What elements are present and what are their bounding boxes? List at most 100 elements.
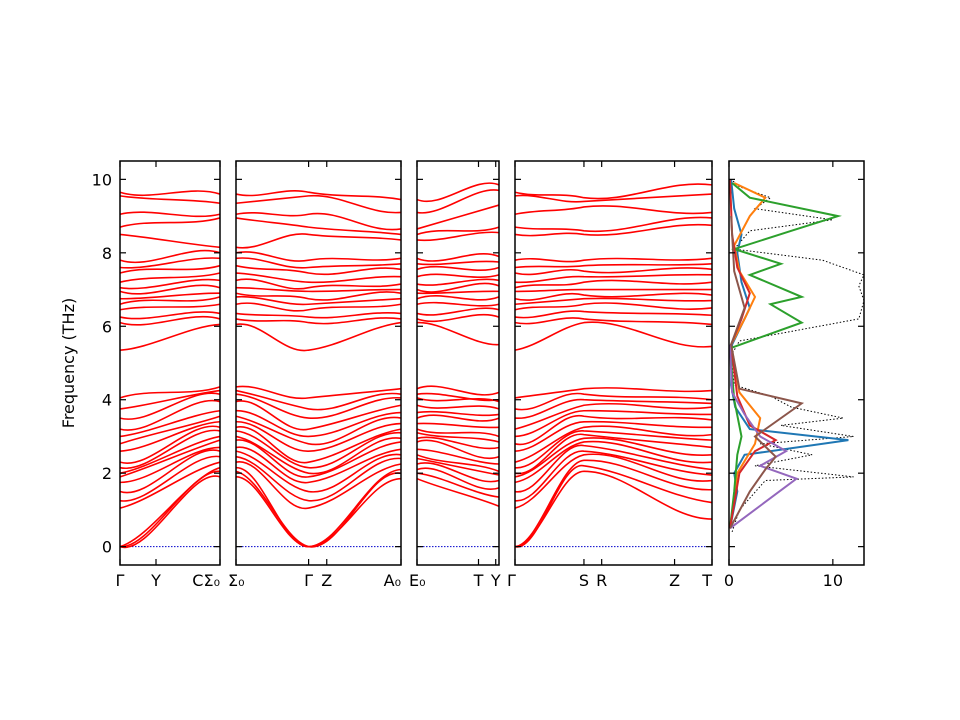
band-line bbox=[416, 454, 500, 473]
band-line bbox=[514, 398, 713, 419]
band-line bbox=[514, 437, 713, 478]
band-line bbox=[514, 267, 713, 276]
band-line bbox=[514, 387, 713, 399]
x-tick-label: T bbox=[473, 571, 484, 590]
band-line bbox=[119, 323, 221, 351]
band-line bbox=[119, 461, 221, 509]
dos-panel bbox=[728, 160, 865, 566]
band-line bbox=[514, 205, 713, 216]
band-line bbox=[119, 284, 221, 295]
band-line bbox=[119, 455, 221, 502]
band-line bbox=[235, 393, 402, 419]
y-tick-label: 6 bbox=[102, 317, 112, 336]
band-line bbox=[416, 321, 500, 346]
band-line bbox=[235, 251, 402, 262]
x-tick-label: Z bbox=[669, 571, 680, 590]
band-line bbox=[514, 440, 713, 484]
band-line bbox=[514, 223, 713, 237]
band-line bbox=[235, 302, 402, 312]
band-line bbox=[235, 439, 402, 478]
band-line bbox=[416, 462, 500, 483]
band-line bbox=[119, 399, 221, 431]
band-line bbox=[119, 264, 221, 274]
band-line bbox=[119, 233, 221, 249]
band-line bbox=[416, 260, 500, 266]
band-line bbox=[235, 272, 402, 284]
band-line bbox=[119, 439, 221, 478]
x-tick-label: Y bbox=[150, 571, 161, 590]
band-line bbox=[119, 429, 221, 469]
band-line bbox=[514, 257, 713, 263]
dos-series-7 bbox=[729, 216, 805, 529]
dos-x-tick-label: 10 bbox=[823, 571, 843, 590]
band-line bbox=[119, 296, 221, 305]
band-line bbox=[416, 278, 500, 286]
x-tick-label: T bbox=[701, 571, 712, 590]
band-line bbox=[514, 279, 713, 289]
band-line bbox=[514, 453, 713, 509]
x-tick-label: Γ bbox=[507, 571, 516, 590]
band-line bbox=[235, 321, 402, 352]
dos-series-3 bbox=[729, 182, 767, 529]
band-line bbox=[119, 272, 221, 283]
panel-frame bbox=[119, 160, 221, 566]
band-line bbox=[235, 430, 402, 469]
band-line bbox=[416, 457, 500, 476]
dos-series-5 bbox=[729, 179, 778, 529]
band-line bbox=[514, 297, 713, 306]
band-line bbox=[235, 212, 402, 231]
band-line bbox=[119, 257, 221, 269]
band-line bbox=[514, 450, 713, 502]
y-tick-label: 4 bbox=[102, 391, 112, 410]
y-tick-label: 0 bbox=[102, 538, 112, 557]
band-line bbox=[514, 414, 713, 446]
band-line bbox=[235, 286, 402, 293]
band-line bbox=[235, 257, 402, 269]
band-line bbox=[514, 420, 713, 452]
band-line bbox=[514, 402, 713, 430]
band-line bbox=[514, 292, 713, 301]
x-tick-label: Γ bbox=[116, 571, 125, 590]
band-line bbox=[119, 386, 221, 399]
band-line bbox=[235, 409, 402, 438]
band-line bbox=[119, 409, 221, 438]
band-line bbox=[119, 392, 221, 420]
band-line bbox=[416, 182, 500, 203]
band-line bbox=[416, 392, 500, 402]
x-tick-label: R bbox=[596, 571, 607, 590]
band-line bbox=[514, 409, 713, 438]
band-line bbox=[235, 217, 402, 236]
band-line bbox=[119, 446, 221, 484]
band-line bbox=[416, 385, 500, 396]
band-line bbox=[416, 313, 500, 323]
band-line bbox=[514, 433, 713, 475]
band-line bbox=[416, 253, 500, 262]
band-line bbox=[119, 211, 221, 218]
band-line bbox=[119, 278, 221, 290]
band-line bbox=[514, 216, 713, 233]
dos-series-6 bbox=[729, 344, 799, 530]
band-line bbox=[235, 426, 402, 464]
band-line bbox=[119, 466, 221, 548]
band-line bbox=[416, 428, 500, 438]
band-panel-1 bbox=[119, 160, 221, 566]
band-line bbox=[514, 302, 713, 311]
band-line bbox=[514, 392, 713, 411]
band-line bbox=[514, 465, 713, 548]
band-panel-4 bbox=[514, 160, 713, 566]
panel-frame bbox=[235, 160, 402, 566]
band-line bbox=[514, 321, 713, 351]
band-line bbox=[514, 288, 713, 293]
band-line bbox=[514, 263, 713, 269]
band-line bbox=[235, 291, 402, 301]
x-tick-label: E₀ bbox=[409, 571, 426, 590]
band-line bbox=[235, 312, 402, 319]
band-line bbox=[416, 226, 500, 236]
band-line bbox=[119, 315, 221, 326]
band-line bbox=[416, 273, 500, 278]
x-tick-label: Y bbox=[490, 571, 501, 590]
band-line bbox=[235, 233, 402, 249]
band-line bbox=[416, 439, 500, 460]
band-line bbox=[416, 189, 500, 214]
band-line bbox=[119, 311, 221, 320]
